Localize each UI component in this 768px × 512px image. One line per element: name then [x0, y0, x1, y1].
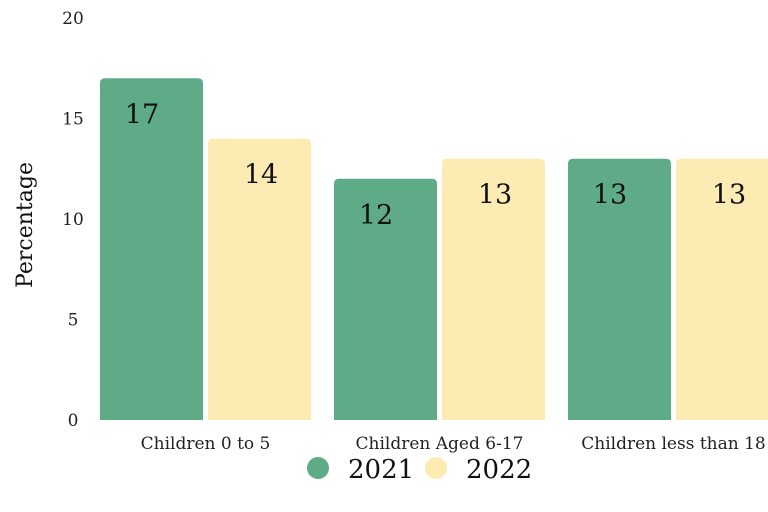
legend-label: 2022: [466, 455, 532, 485]
y-tick-label: 20: [62, 9, 84, 29]
category-label: Children Aged 6-17: [356, 434, 524, 454]
bar-2022-0: [208, 138, 311, 420]
y-tick-label: 10: [62, 210, 84, 230]
bar-value-label: 13: [593, 180, 627, 211]
legend-marker-2021: [307, 457, 329, 479]
bars-group: [100, 78, 768, 421]
value-labels-group: 17 14 12 13 13 13: [125, 99, 746, 231]
legend: 2021 2022: [307, 455, 532, 485]
bar-2022-1: [442, 158, 545, 420]
category-labels-group: Children 0 to 5 Children Aged 6-17 Childre…: [141, 434, 766, 454]
bar-value-label: 13: [712, 180, 746, 211]
bar-value-label: 17: [125, 99, 159, 130]
bar-value-label: 13: [478, 180, 512, 211]
bar-2021-1: [334, 178, 437, 420]
bar-2022-2: [676, 158, 768, 420]
category-label: Children 0 to 5: [141, 434, 271, 454]
y-tick-label: 0: [68, 411, 79, 431]
legend-marker-2022: [425, 457, 447, 479]
y-axis-title: Percentage: [13, 162, 38, 288]
bar-value-label: 12: [359, 200, 393, 231]
legend-label: 2021: [348, 455, 414, 485]
bar-2021-0: [100, 78, 203, 421]
category-label: Children less than 18: [581, 434, 766, 454]
y-axis-ticks: 0 5 10 15 20: [62, 9, 84, 431]
bar-value-label: 14: [244, 160, 278, 191]
bar-2021-2: [568, 158, 671, 420]
y-tick-label: 15: [62, 110, 84, 130]
y-tick-label: 5: [68, 311, 79, 331]
